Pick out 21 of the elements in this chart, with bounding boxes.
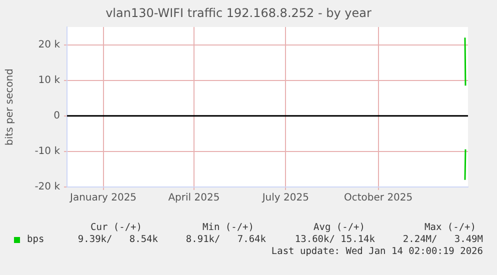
x-tick-label: January 2025 [69,192,137,204]
text: Cur (-/+) [90,222,142,234]
x-tick-label: April 2025 [168,192,220,204]
y-tick-label: 10 k [38,74,60,86]
text: Max (-/+) [424,222,476,234]
y-tick-label: -20 k [34,182,60,193]
x-tick-label: October 2025 [344,192,413,204]
text: Avg (-/+) [314,222,365,234]
y-tick-label: 20 k [38,39,60,50]
legend-label: bps [27,234,44,246]
y-tick-label: -10 k [34,146,60,158]
y-tick-label: 0 [54,110,60,122]
y-axis-title: bits per second [4,68,16,146]
text: 9.39k/ 8.54k [78,234,158,246]
text: 8.91k/ 7.64k [186,234,266,246]
text: Min (-/+) [202,222,254,234]
text: Last update: Wed Jan 14 02:00:19 2026 [271,246,483,258]
text: 2.24M/ 3.49M [402,234,483,246]
text: 13.60k/ 15.14k [294,234,375,246]
chart-title: vlan130-WIFI traffic 192.168.8.252 - by year [104,6,372,20]
x-tick-label: July 2025 [261,192,309,204]
